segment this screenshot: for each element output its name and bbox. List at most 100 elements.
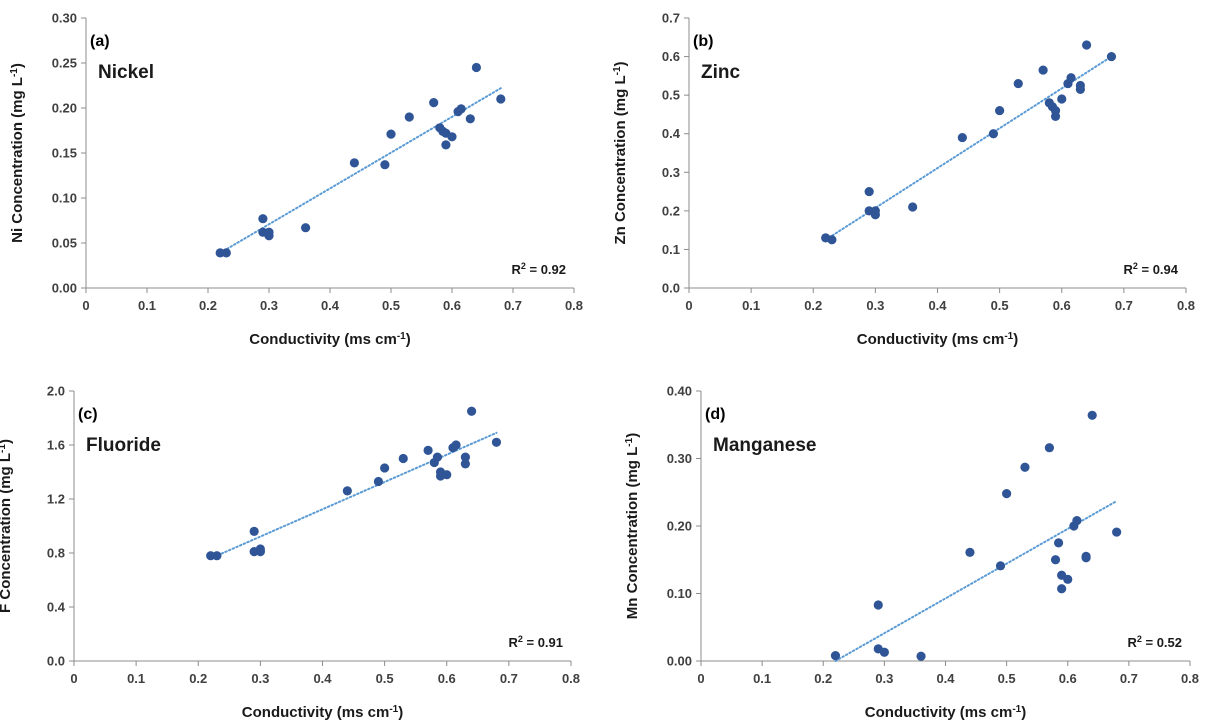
- y-tick-label: 0.6: [662, 49, 680, 64]
- x-tick-label: 0.4: [321, 298, 340, 313]
- y-axis-title: Mn Concentration (mg L-1): [624, 433, 642, 619]
- data-point: [1081, 553, 1091, 563]
- x-axis-title: Conductivity (ms cm-1): [865, 704, 1026, 721]
- x-tick-label: 0: [82, 298, 89, 313]
- scatter-panel-4: 0.00 0.10 0.20 0.30 0.40 0 0.1 0.2 0.3 0.4 0.5 0.6 0…: [624, 384, 1200, 721]
- x-tick-label: 0.7: [500, 671, 518, 686]
- x-tick-label: 0.1: [138, 298, 156, 313]
- data-point: [1082, 40, 1092, 50]
- data-point: [380, 463, 390, 473]
- x-tick-label: 0.2: [814, 671, 832, 686]
- y-tick-label: 0.20: [667, 519, 692, 534]
- x-tick-label: 0.2: [804, 298, 822, 313]
- panel-label: (a): [90, 33, 110, 50]
- data-point: [1044, 443, 1055, 453]
- data-point: [429, 98, 439, 108]
- x-tick-label: 0.8: [565, 298, 583, 313]
- data-point: [1087, 410, 1097, 420]
- data-point: [255, 547, 265, 557]
- data-point: [864, 186, 874, 197]
- panel-label: (c): [78, 406, 98, 423]
- x-tick-label: 0.8: [562, 671, 580, 686]
- scatter-panel-3: 0.0 0.4 0.8 1.2 1.6 2.0 0 0.1 0.2 0.3 0.4 0.5 0.6 0.7…: [0, 384, 580, 721]
- data-point: [827, 235, 837, 245]
- data-point: [349, 158, 359, 168]
- data-point: [423, 445, 433, 455]
- y-tick-label: 0.10: [667, 586, 692, 601]
- x-tick-label: 0.3: [260, 298, 278, 313]
- data-point: [870, 206, 880, 216]
- data-point: [432, 452, 443, 462]
- data-point: [212, 551, 222, 561]
- y-tick-label: 0.8: [47, 546, 65, 561]
- data-point: [995, 105, 1005, 116]
- data-point: [1106, 51, 1117, 62]
- data-point: [221, 248, 231, 258]
- panel-label: (b): [693, 33, 713, 50]
- data-point: [873, 600, 883, 610]
- element-name-label: Fluoride: [86, 435, 161, 456]
- x-tick-label: 0.3: [251, 671, 269, 686]
- r-squared-label: R2 = 0.91: [508, 634, 563, 650]
- data-point: [491, 437, 502, 447]
- r-squared-label: R2 = 0.94: [1123, 261, 1178, 277]
- data-point: [1038, 65, 1048, 75]
- x-tick-label: 0.1: [127, 671, 145, 686]
- data-point: [373, 476, 384, 487]
- data-point: [441, 140, 451, 150]
- data-point: [460, 459, 470, 469]
- x-axis-title: Conductivity (ms cm-1): [242, 704, 403, 721]
- y-tick-label: 0.3: [662, 165, 680, 180]
- x-tick-label: 0.2: [199, 298, 217, 313]
- x-tick-label: 0.6: [1059, 671, 1077, 686]
- scatter-panel-2: 0.0 0.1 0.2 0.3 0.4 0.5 0.6 0.7 0 0.1 0.2 0.3 0.4 0.5…: [612, 11, 1196, 349]
- y-tick-label: 0.00: [52, 281, 77, 296]
- x-tick-label: 0.8: [1177, 298, 1195, 313]
- data-point: [447, 132, 457, 142]
- y-tick-label: 0.20: [52, 101, 77, 116]
- x-tick-label: 0.1: [742, 298, 760, 313]
- panel-label: (d): [705, 406, 725, 423]
- y-tick-label: 0.00: [667, 654, 692, 669]
- x-tick-label: 0.7: [1120, 671, 1138, 686]
- x-tick-label: 0: [685, 298, 692, 313]
- y-tick-label: 0.25: [52, 56, 77, 71]
- y-tick-label: 2.0: [47, 384, 65, 399]
- data-point: [1020, 462, 1030, 472]
- y-axis-title: Ni Concentration (mg L-1): [9, 63, 27, 243]
- y-tick-label: 0.40: [667, 384, 692, 399]
- y-tick-label: 0.4: [662, 126, 681, 141]
- data-point: [249, 526, 259, 537]
- data-point: [386, 129, 396, 139]
- data-point: [442, 470, 452, 480]
- x-tick-label: 0.5: [998, 671, 1016, 686]
- y-tick-label: 0.05: [52, 236, 77, 251]
- x-tick-label: 0.6: [438, 671, 456, 686]
- y-tick-label: 0.4: [47, 600, 66, 615]
- data-point: [1112, 527, 1122, 537]
- x-tick-label: 0.2: [189, 671, 207, 686]
- y-tick-label: 0.15: [52, 146, 77, 161]
- element-name-label: Zinc: [701, 62, 740, 83]
- data-point: [879, 647, 889, 657]
- data-point: [471, 62, 481, 73]
- y-axis-title: F Concentration (mg L-1): [0, 439, 14, 613]
- x-tick-label: 0.8: [1181, 671, 1199, 686]
- data-point: [456, 104, 466, 114]
- x-tick-label: 0.5: [376, 671, 394, 686]
- data-point: [451, 440, 461, 450]
- data-point: [342, 486, 352, 496]
- x-tick-label: 0.4: [928, 298, 947, 313]
- data-point: [1050, 555, 1061, 565]
- x-tick-label: 0.3: [866, 298, 884, 313]
- data-point: [965, 547, 975, 557]
- y-tick-label: 0.0: [662, 281, 680, 296]
- data-point: [957, 132, 967, 143]
- element-name-label: Nickel: [98, 62, 154, 83]
- data-point: [1057, 584, 1067, 594]
- x-tick-label: 0.7: [504, 298, 522, 313]
- x-tick-label: 0.4: [313, 671, 332, 686]
- y-tick-label: 1.2: [47, 492, 65, 507]
- y-tick-label: 1.6: [47, 438, 65, 453]
- data-point: [916, 651, 926, 661]
